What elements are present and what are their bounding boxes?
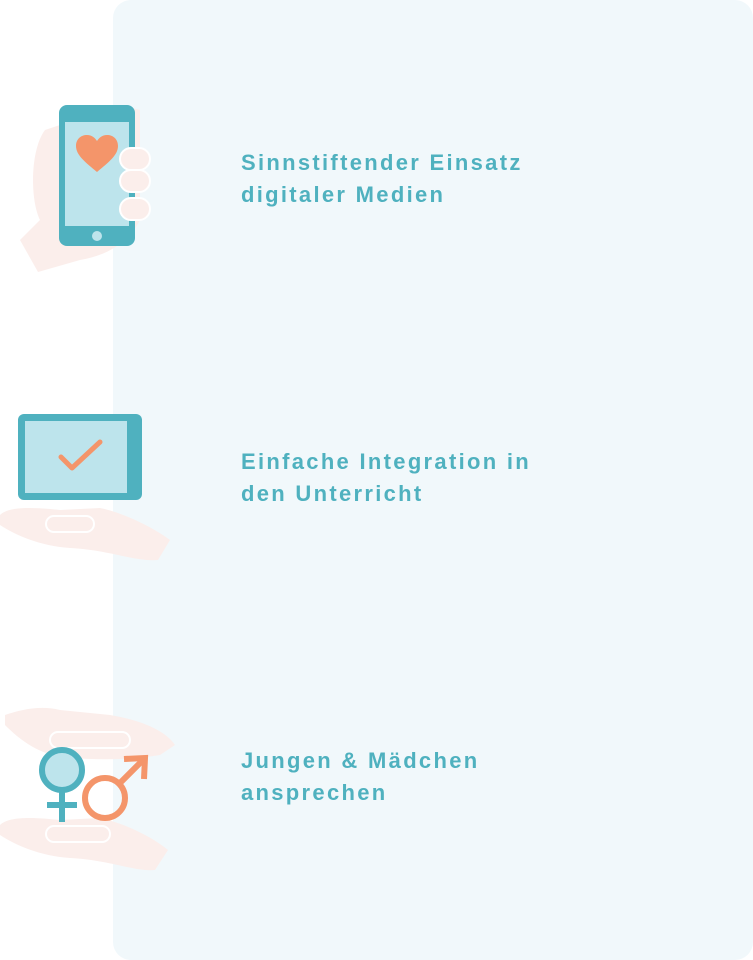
feature-label-line: den Unterricht bbox=[241, 481, 424, 506]
gender-symbols-icon bbox=[0, 690, 200, 890]
tablet-checkmark-icon bbox=[0, 390, 200, 590]
feature-label-line: ansprechen bbox=[241, 780, 388, 805]
content-panel bbox=[113, 0, 753, 960]
smartphone-heart-icon bbox=[0, 90, 200, 290]
feature-integration: Einfache Integration in den Unterricht bbox=[0, 390, 753, 590]
feature-label: Jungen & Mädchen ansprechen bbox=[241, 745, 581, 809]
feature-label-line: digitaler Medien bbox=[241, 182, 446, 207]
feature-digital-media: Sinnstiftender Einsatz digitaler Medien bbox=[0, 90, 753, 290]
feature-label-line: Sinnstiftender Einsatz bbox=[241, 150, 523, 175]
feature-gender: Jungen & Mädchen ansprechen bbox=[0, 690, 753, 890]
feature-label: Sinnstiftender Einsatz digitaler Medien bbox=[241, 147, 581, 211]
feature-label-line: Einfache Integration in bbox=[241, 449, 532, 474]
feature-label: Einfache Integration in den Unterricht bbox=[241, 446, 581, 510]
feature-label-line: Jungen & Mädchen bbox=[241, 748, 480, 773]
